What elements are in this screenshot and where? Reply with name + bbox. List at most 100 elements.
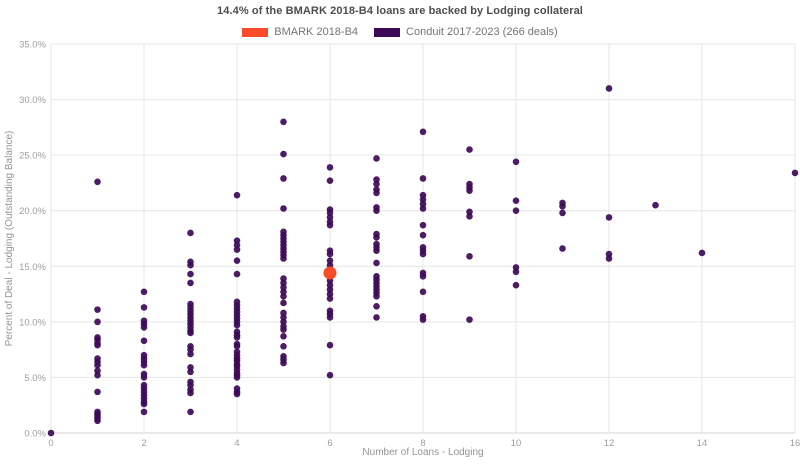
conduit-data-point (373, 247, 380, 255)
conduit-data-point (94, 341, 101, 349)
conduit-data-point (233, 374, 241, 381)
legend-item-1: Conduit 2017-2023 (266 deals) (374, 26, 558, 38)
y-tick-label: 25.0% (19, 151, 46, 162)
conduit-data-point (373, 189, 380, 197)
conduit-data-point (187, 408, 194, 416)
y-axis-title: Percent of Deal - Lodging (Outstanding B… (4, 131, 15, 347)
conduit-data-point (187, 229, 194, 237)
conduit-data-point (187, 279, 194, 287)
conduit-data-point (373, 302, 380, 310)
conduit-data-point (512, 207, 520, 215)
conduit-data-point (326, 371, 334, 379)
y-tick-label: 10.0% (19, 317, 46, 328)
y-tick-label: 35.0% (19, 40, 46, 51)
conduit-data-point (94, 371, 101, 379)
conduit-data-point (140, 324, 148, 331)
conduit-data-point (419, 128, 427, 136)
x-tick-label: 14 (697, 438, 708, 449)
conduit-data-point (47, 429, 55, 437)
conduit-data-point (698, 249, 706, 257)
conduit-data-point (140, 337, 148, 345)
conduit-data-point (466, 252, 473, 260)
conduit-data-point (326, 164, 334, 171)
x-tick-label: 8 (420, 438, 425, 449)
conduit-data-point (373, 180, 380, 188)
conduit-data-point (140, 361, 148, 369)
y-tick-label: 15.0% (19, 262, 46, 273)
conduit-data-point (326, 177, 334, 185)
conduit-data-point (373, 314, 380, 321)
conduit-data-point (419, 221, 427, 229)
conduit-data-point (373, 292, 380, 300)
y-tick-label: 20.0% (19, 206, 46, 217)
legend-swatch-icon (374, 27, 401, 37)
conduit-data-point (326, 221, 334, 229)
conduit-data-point (605, 214, 613, 221)
conduit-data-point (280, 343, 287, 350)
conduit-data-point (280, 359, 287, 367)
x-axis-title: Number of Loans - Lodging (362, 447, 483, 458)
y-tick-label: 5.0% (24, 373, 46, 384)
x-tick-label: 12 (604, 438, 615, 449)
conduit-data-point (187, 270, 194, 278)
x-tick-label: 0 (48, 438, 53, 449)
conduit-data-point (94, 361, 101, 369)
conduit-data-point (605, 85, 613, 92)
conduit-data-point (466, 187, 473, 195)
conduit-data-point (233, 246, 241, 253)
conduit-data-point (559, 202, 566, 210)
conduit-data-point (140, 400, 148, 408)
conduit-data-point (233, 257, 241, 265)
conduit-data-point (140, 288, 148, 296)
conduit-data-point (791, 169, 799, 177)
x-tick-label: 10 (511, 438, 522, 449)
conduit-data-point (512, 158, 520, 166)
y-tick-label: 0.0% (24, 429, 46, 440)
conduit-data-point (233, 321, 241, 329)
conduit-data-point (512, 268, 520, 276)
conduit-data-point (140, 408, 148, 416)
conduit-data-point (559, 209, 566, 217)
conduit-data-point (326, 295, 334, 302)
conduit-data-point (280, 205, 287, 212)
conduit-data-point (233, 343, 241, 350)
conduit-data-point (419, 316, 427, 323)
conduit-data-point (233, 270, 241, 278)
legend-item-0: BMARK 2018-B4 (242, 26, 358, 38)
chart-title: 14.4% of the BMARK 2018-B4 loans are bac… (217, 5, 583, 17)
conduit-data-point (373, 207, 380, 215)
conduit-data-point (187, 261, 194, 269)
conduit-data-point (94, 178, 101, 186)
conduit-data-point (280, 299, 287, 307)
conduit-data-point (466, 212, 473, 220)
conduit-data-point (466, 146, 473, 153)
conduit-data-point (512, 197, 520, 205)
conduit-data-point (373, 155, 380, 162)
conduit-data-point (373, 259, 380, 267)
conduit-data-point (140, 374, 148, 381)
conduit-data-point (94, 417, 101, 425)
conduit-data-point (187, 350, 194, 358)
conduit-data-point (559, 245, 566, 252)
x-tick-label: 4 (234, 438, 239, 449)
x-tick-label: 2 (141, 438, 146, 449)
conduit-data-point (419, 231, 427, 239)
conduit-data-point (326, 314, 334, 321)
conduit-data-point (187, 368, 194, 376)
conduit-data-point (280, 150, 287, 158)
conduit-data-point (326, 250, 334, 258)
conduit-data-point (280, 118, 287, 126)
bmark-data-point (323, 266, 337, 280)
conduit-data-point (466, 316, 473, 323)
x-tick-label: 6 (327, 438, 332, 449)
legend-label: BMARK 2018-B4 (274, 26, 359, 38)
conduit-data-point (280, 333, 287, 340)
conduit-data-point (652, 201, 659, 209)
conduit-data-point (94, 388, 101, 396)
conduit-data-point (280, 326, 287, 333)
conduit-data-point (280, 175, 287, 182)
conduit-data-point (605, 255, 613, 262)
conduit-data-point (187, 389, 194, 397)
conduit-data-point (233, 334, 241, 341)
